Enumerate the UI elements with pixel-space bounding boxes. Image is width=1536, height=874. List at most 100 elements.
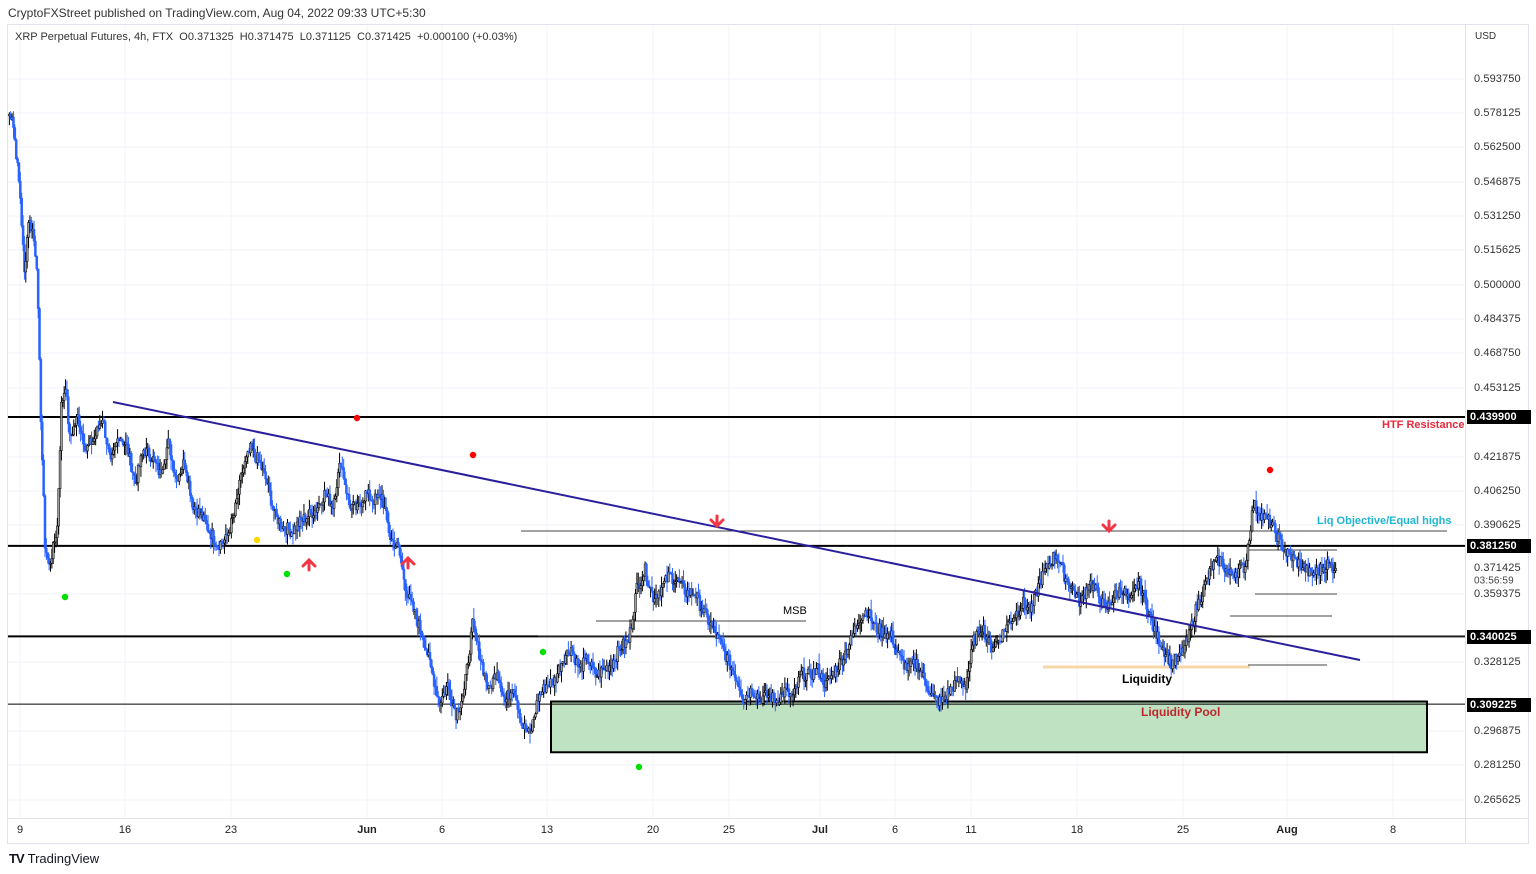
candle-body	[1023, 597, 1026, 606]
tradingview-logo[interactable]: TV TradingView	[9, 851, 99, 866]
candle-body	[1095, 584, 1099, 588]
price-tick: 0.281250	[1474, 759, 1521, 771]
candle-body	[1230, 568, 1233, 575]
candle-body	[204, 514, 207, 521]
candle-body	[101, 420, 104, 424]
candle-body	[798, 674, 802, 678]
candle-body	[239, 473, 243, 481]
candle-body	[45, 548, 48, 553]
up-arrow-icon	[400, 555, 416, 570]
candle-body	[535, 700, 539, 714]
candle-body	[205, 520, 208, 525]
candle-body	[230, 518, 233, 533]
candle-body	[891, 630, 895, 645]
candle-body	[683, 583, 687, 595]
candle-body	[1115, 590, 1118, 593]
candle-body	[720, 639, 724, 644]
candle-body	[464, 674, 467, 690]
candle-body	[498, 679, 502, 683]
candle-body	[682, 580, 685, 584]
liq-objective-label: Liq Objective/Equal highs	[1317, 515, 1452, 527]
tradingview-brand: TradingView	[27, 851, 100, 866]
candle-body	[147, 447, 151, 458]
candle-body	[591, 661, 595, 668]
currency-label: USD	[1475, 31, 1497, 42]
candle-body	[1287, 548, 1291, 553]
candle-body	[420, 630, 424, 637]
candle-body	[445, 686, 448, 695]
candle-body	[1176, 656, 1180, 662]
candle-body	[650, 587, 654, 592]
candle-body	[175, 475, 178, 479]
candle-body	[19, 181, 22, 199]
candle-body	[1301, 567, 1304, 571]
candle-body	[279, 518, 282, 528]
candle-body	[134, 475, 137, 484]
candle-body	[409, 594, 413, 601]
candle-body	[184, 465, 188, 473]
candle-body	[145, 447, 148, 457]
candle-body	[1087, 584, 1091, 591]
price-tick: 0.484375	[1474, 313, 1521, 325]
candle-body	[778, 701, 781, 705]
candle-body	[821, 672, 825, 685]
candle-body	[441, 696, 444, 704]
candle-body	[1098, 596, 1102, 605]
candle-body	[232, 515, 236, 518]
candle-body	[168, 438, 171, 445]
up-arrow-icon	[301, 557, 317, 572]
candle-body	[1119, 587, 1122, 592]
candle-body	[1137, 581, 1140, 590]
candle-body	[114, 442, 118, 447]
candle-body	[1149, 611, 1152, 615]
time-tick: 20	[646, 824, 660, 836]
liquidity-pool-zone	[550, 700, 1428, 754]
candle-body	[1183, 645, 1187, 654]
candle-body	[121, 440, 125, 445]
candle-body	[14, 139, 18, 159]
candle-body	[421, 635, 425, 641]
candle-body	[849, 635, 852, 645]
candle-body	[473, 626, 477, 634]
candle-body	[299, 516, 303, 521]
green-dot-icon	[635, 763, 643, 771]
candle-body	[1187, 629, 1191, 643]
candle-body	[564, 655, 567, 664]
candle-body	[499, 682, 503, 693]
candle-body	[86, 445, 89, 452]
candle-body	[80, 431, 84, 435]
candle-body	[863, 615, 866, 618]
htf-resistance-label: HTF Resistance	[1382, 419, 1465, 431]
price-level-badge: 0.381250	[1467, 539, 1531, 553]
candle-body	[1327, 559, 1331, 564]
candle-body	[519, 713, 522, 724]
price-tick: 0.328125	[1474, 656, 1521, 668]
candle-body	[54, 537, 58, 543]
price-tick: 0.593750	[1474, 73, 1521, 85]
price-tick: 0.546875	[1474, 176, 1521, 188]
candle-body	[120, 438, 123, 441]
candle-body	[731, 667, 735, 672]
candle-body	[1226, 568, 1229, 573]
candle-body	[815, 668, 818, 675]
candle-body	[419, 620, 422, 632]
candle-body	[21, 225, 25, 245]
candle-body	[402, 568, 406, 580]
candle-body	[1061, 562, 1065, 566]
candle-body	[16, 158, 19, 164]
candle-body	[456, 707, 459, 721]
candle-body	[162, 463, 166, 471]
candle-body	[343, 478, 347, 485]
candle-body	[713, 626, 717, 633]
candle-body	[632, 611, 636, 620]
candle-body	[83, 443, 86, 451]
price-tick: 0.296875	[1474, 725, 1521, 737]
candle-body	[800, 670, 803, 676]
candle-body	[524, 723, 528, 731]
candle-body	[65, 389, 69, 397]
candle-body	[1011, 621, 1014, 624]
candle-body	[257, 452, 260, 461]
candle-body	[1204, 580, 1207, 585]
candle-body	[723, 646, 726, 652]
